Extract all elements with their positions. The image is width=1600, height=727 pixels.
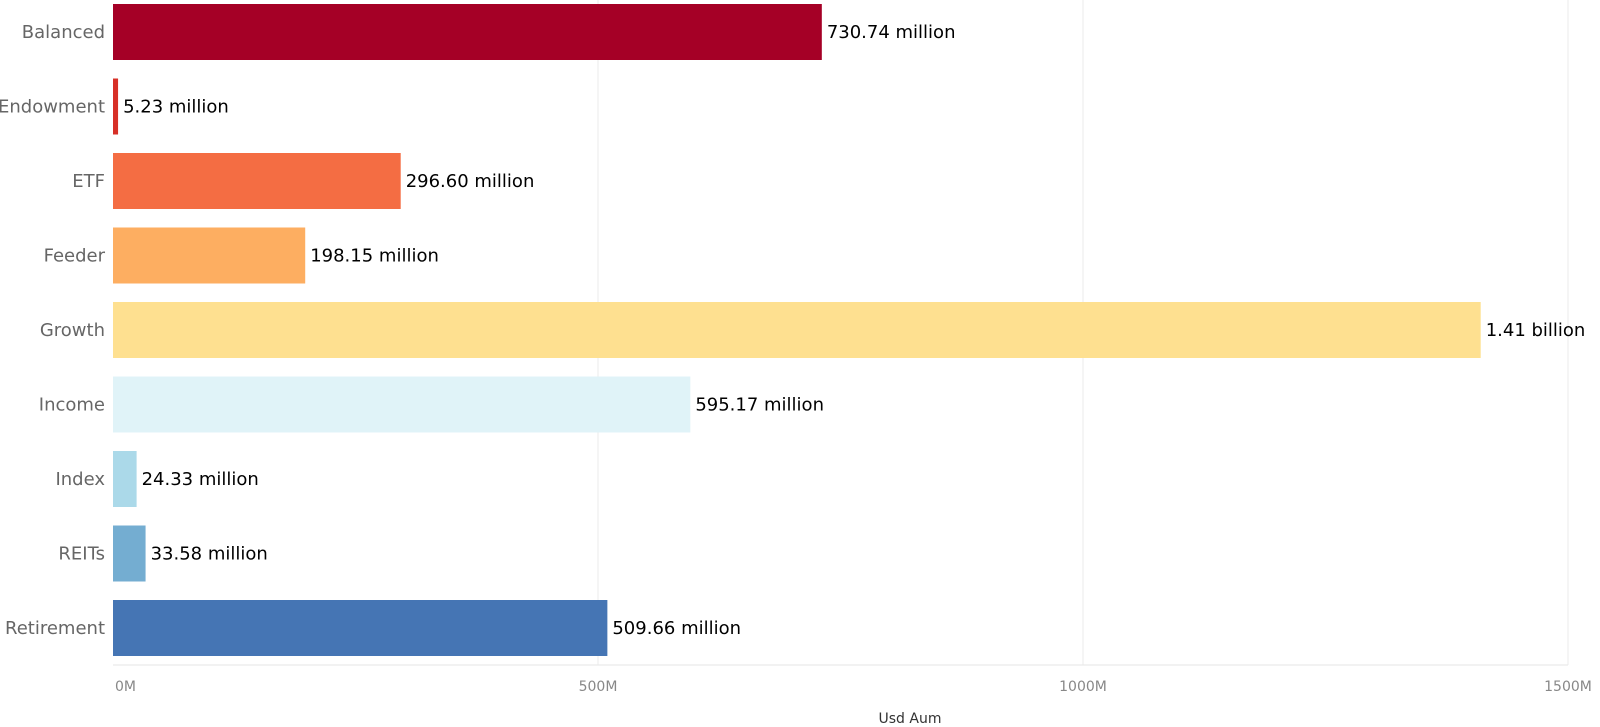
category-label: Endowment <box>0 97 105 118</box>
bar-feeder <box>113 227 306 284</box>
data-label: 296.60 million <box>406 171 535 192</box>
bar-income <box>113 376 691 433</box>
bars <box>113 4 1481 656</box>
data-label: 595.17 million <box>695 395 824 416</box>
bar-etf <box>113 153 401 209</box>
category-label: Growth <box>40 320 105 341</box>
bar-retirement <box>113 600 608 656</box>
data-label: 509.66 million <box>612 618 741 639</box>
x-tick-label: 1500M <box>1544 679 1592 695</box>
x-tick-label: 1000M <box>1059 679 1107 695</box>
data-label: 5.23 million <box>123 97 229 118</box>
bar-reits <box>113 525 146 582</box>
category-label: Retirement <box>5 618 105 639</box>
category-label: Income <box>39 395 105 416</box>
category-label: Index <box>55 469 105 490</box>
x-axis-ticks: 0M 500M 1000M 1500M <box>115 679 1592 695</box>
x-tick-label: 0M <box>115 679 136 695</box>
x-axis-title: Usd Aum <box>879 711 942 727</box>
data-label: 730.74 million <box>827 22 956 43</box>
bar-growth <box>113 302 1481 358</box>
bar-balanced <box>113 4 822 60</box>
data-label: 1.41 billion <box>1486 320 1586 341</box>
x-tick-label: 500M <box>579 679 618 695</box>
category-label: Balanced <box>22 22 105 43</box>
bar-endowment <box>113 78 119 135</box>
data-label: 33.58 million <box>151 544 268 565</box>
data-label: 198.15 million <box>310 246 439 267</box>
category-label: REITs <box>58 544 105 565</box>
bar-index <box>113 451 137 507</box>
data-label: 24.33 million <box>142 469 259 490</box>
category-label: Feeder <box>44 246 106 267</box>
category-label: ETF <box>72 171 105 192</box>
category-labels: Balanced Endowment ETF Feeder Growth Income In… <box>0 22 106 639</box>
data-labels: 730.74 million 5.23 million 296.60 million… <box>123 22 1585 639</box>
